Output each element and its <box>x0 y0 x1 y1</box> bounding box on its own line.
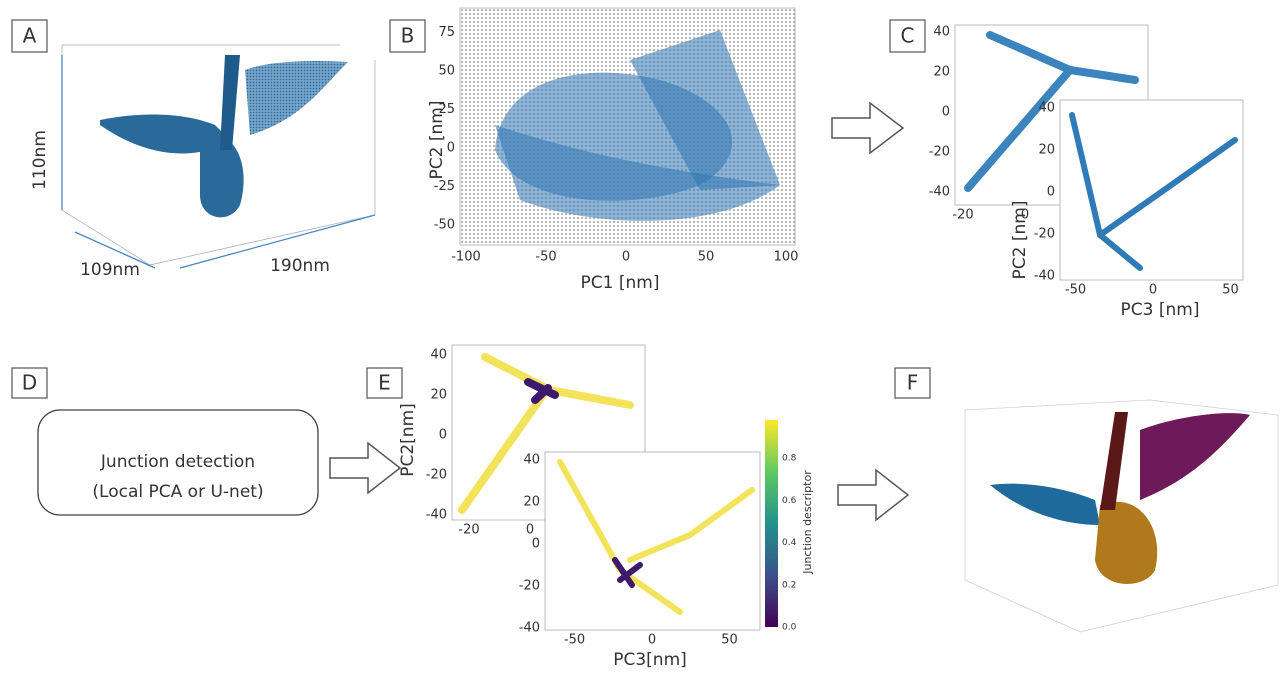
x-axis-label: PC3 [nm] <box>1121 300 1200 320</box>
y-tick-label: 40 <box>1038 101 1055 116</box>
colorbar-tick-label: 0.6 <box>782 496 797 506</box>
point-cloud <box>495 30 780 221</box>
x-tick-label: 0 <box>622 250 630 265</box>
y-tick-label: -40 <box>426 508 447 523</box>
panel-label-box <box>894 367 931 399</box>
panel-label: F <box>907 371 919 395</box>
y-tick-label: 0 <box>532 537 540 552</box>
panel-label: B <box>401 24 415 48</box>
x-tick-label: 0 <box>1149 283 1157 298</box>
arrow <box>837 468 910 522</box>
x-axis-label: PC3[nm] <box>613 650 687 670</box>
y-tick-label: 40 <box>933 25 950 40</box>
y-tick-label: -50 <box>434 218 455 233</box>
y-tick-label: 20 <box>1038 143 1055 158</box>
x-tick-label: 0 <box>1021 208 1029 223</box>
3d-shape <box>100 55 348 218</box>
colorbar-tick-label: 0.4 <box>782 538 797 548</box>
y-tick-label: -40 <box>519 621 540 636</box>
y-tick-label: 40 <box>523 453 540 468</box>
dimension-label: 109nm <box>80 260 140 280</box>
x-tick-label: 100 <box>774 250 799 265</box>
plot-area <box>544 451 761 631</box>
y-tick-label: -40 <box>1034 269 1055 284</box>
panel-label: D <box>22 371 37 395</box>
y-tick-label: 20 <box>430 388 447 403</box>
y-tick-label: -20 <box>929 145 950 160</box>
x-tick-label: -20 <box>458 523 479 538</box>
y-tick-label: -20 <box>519 579 540 594</box>
y-tick-label: 20 <box>933 65 950 80</box>
y-tick-label: -40 <box>929 185 950 200</box>
panel-label-box <box>366 367 403 399</box>
x-axis-label: PC1 [nm] <box>581 273 660 293</box>
method-text: (Local PCA or U-net) <box>92 482 263 502</box>
point-cloud <box>964 31 1139 192</box>
y-tick-label: -25 <box>434 179 455 194</box>
panel-label-box <box>389 19 426 53</box>
panel-label-box <box>11 367 48 399</box>
dimension-arrows <box>61 55 376 269</box>
y-axis-label: PC2[nm] <box>398 403 418 477</box>
x-tick-label: -50 <box>564 633 585 648</box>
colorbar <box>765 420 778 627</box>
colorbar-label: Junction descriptor <box>801 470 814 575</box>
3d-shape <box>990 412 1250 584</box>
method-text: Junction detection <box>100 452 255 472</box>
x-tick-label: -50 <box>535 250 556 265</box>
y-tick-label: -20 <box>1034 227 1055 242</box>
y-tick-label: 0 <box>447 141 455 156</box>
y-tick-label: 0 <box>1047 185 1055 200</box>
method-box <box>37 409 319 516</box>
x-tick-label: 50 <box>1222 283 1239 298</box>
y-axis-label: PC2 [nm] <box>1010 201 1030 280</box>
x-tick-label: 0 <box>648 633 656 648</box>
point-cloud <box>458 353 634 514</box>
dimension-label: 190nm <box>270 256 330 276</box>
panel-label: C <box>901 24 915 48</box>
x-tick-label: -20 <box>952 208 973 223</box>
panel-label: A <box>23 24 37 48</box>
panel-label-box <box>889 19 926 53</box>
dimension-label: 110nm <box>30 130 50 190</box>
arrow <box>329 441 402 495</box>
y-tick-label: 50 <box>438 64 455 79</box>
y-tick-label: 0 <box>439 428 447 443</box>
panel-label: E <box>378 371 391 395</box>
x-tick-label: 50 <box>698 250 715 265</box>
point-cloud <box>557 459 755 615</box>
y-tick-label: -20 <box>426 468 447 483</box>
y-tick-label: 0 <box>942 105 950 120</box>
y-tick-label: 40 <box>430 348 447 363</box>
point-cloud <box>1069 112 1238 271</box>
x-tick-label: 0 <box>526 523 534 538</box>
x-tick-label: -50 <box>1065 283 1086 298</box>
colorbar-tick-label: 0.0 <box>782 623 797 633</box>
x-tick-label: 50 <box>721 633 738 648</box>
bounding-box <box>964 399 1279 633</box>
arrow <box>831 101 905 155</box>
y-tick-label: 20 <box>523 495 540 510</box>
x-tick-label: -100 <box>451 250 481 265</box>
colorbar-tick-label: 0.8 <box>782 454 797 464</box>
y-tick-label: 75 <box>438 25 455 40</box>
y-axis-label: PC2 [nm] <box>427 101 447 180</box>
panel-label-box <box>11 19 48 53</box>
y-tick-label: 25 <box>438 102 455 117</box>
colorbar-tick-label: 0.2 <box>782 580 796 590</box>
